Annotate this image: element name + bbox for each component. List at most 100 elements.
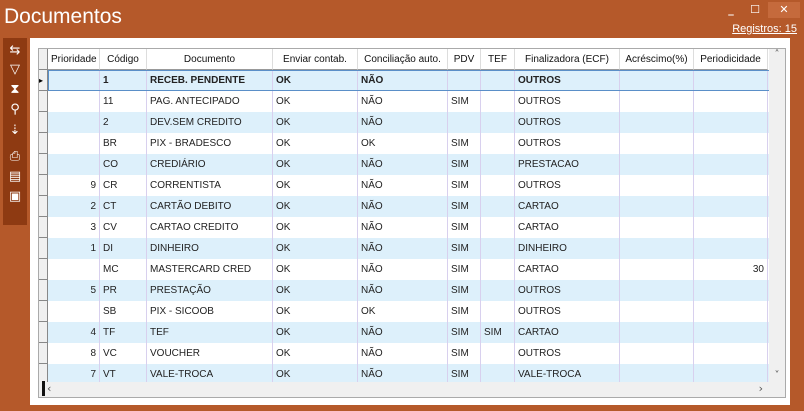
grid-cell[interactable] xyxy=(481,70,515,91)
grid-cell[interactable] xyxy=(620,301,694,322)
grid-cell[interactable]: CR xyxy=(100,175,147,196)
column-header[interactable]: Enviar contab. xyxy=(273,49,358,70)
grid-cell[interactable]: NÃO xyxy=(358,112,448,133)
grid-cell[interactable] xyxy=(694,238,768,259)
grid-cell[interactable] xyxy=(620,238,694,259)
grid-cell[interactable]: NÃO xyxy=(358,196,448,217)
grid-cell[interactable]: SB xyxy=(100,301,147,322)
grid-cell[interactable]: NÃO xyxy=(358,175,448,196)
row-indicator[interactable] xyxy=(39,154,48,175)
grid-cell[interactable]: SIM xyxy=(448,280,481,301)
table-row[interactable]: 1 DI DINHEIRO OK NÃO SIM DINHEIRO xyxy=(39,238,770,259)
grid-cell[interactable]: SIM xyxy=(448,238,481,259)
grid-cell[interactable]: CV xyxy=(100,217,147,238)
report-icon[interactable]: ▤ xyxy=(8,169,22,184)
column-header[interactable]: Prioridade xyxy=(48,49,100,70)
grid-cell[interactable]: 3 xyxy=(48,217,100,238)
row-indicator[interactable] xyxy=(39,343,48,364)
grid-cell[interactable]: 1 xyxy=(100,70,147,91)
maximize-button[interactable]: ☐ xyxy=(750,3,760,16)
table-row[interactable]: 11 PAG. ANTECIPADO OK NÃO SIM OUTROS xyxy=(39,91,770,112)
grid-cell[interactable] xyxy=(694,70,768,91)
grid-cell[interactable]: DINHEIRO xyxy=(515,238,620,259)
grid-cell[interactable]: OK xyxy=(273,217,358,238)
grid-cell[interactable] xyxy=(481,175,515,196)
grid-cell[interactable]: SIM xyxy=(448,343,481,364)
table-row[interactable]: MC MASTERCARD CRED OK NÃO SIM CARTAO 30 xyxy=(39,259,770,280)
grid-cell[interactable]: CARTAO xyxy=(515,196,620,217)
grid-cell[interactable]: PIX - SICOOB xyxy=(147,301,273,322)
grid-cell[interactable] xyxy=(620,175,694,196)
table-row[interactable]: 5 PR PRESTAÇÃO OK NÃO SIM OUTROS xyxy=(39,280,770,301)
column-header[interactable]: Código xyxy=(100,49,147,70)
column-header[interactable]: Finalizadora (ECF) xyxy=(515,49,620,70)
grid-cell[interactable]: OK xyxy=(273,364,358,385)
row-indicator[interactable] xyxy=(39,322,48,343)
table-row[interactable]: 2 CT CARTÃO DEBITO OK NÃO SIM CARTAO xyxy=(39,196,770,217)
grid-cell[interactable]: OK xyxy=(273,91,358,112)
grid-cell[interactable]: VOUCHER xyxy=(147,343,273,364)
grid-cell[interactable]: CARTAO CREDITO xyxy=(147,217,273,238)
row-indicator[interactable] xyxy=(39,49,48,70)
column-header[interactable]: Conciliação auto. xyxy=(358,49,448,70)
grid-cell[interactable] xyxy=(620,280,694,301)
grid-cell[interactable]: VT xyxy=(100,364,147,385)
grid-cell[interactable]: SIM xyxy=(448,196,481,217)
scroll-left-icon[interactable]: ‹ xyxy=(47,382,52,395)
grid-cell[interactable]: OUTROS xyxy=(515,91,620,112)
grid-cell[interactable]: BR xyxy=(100,133,147,154)
grid-cell[interactable]: OK xyxy=(273,196,358,217)
grid-cell[interactable] xyxy=(48,301,100,322)
grid-cell[interactable]: DI xyxy=(100,238,147,259)
column-header[interactable]: TEF xyxy=(481,49,515,70)
grid-cell[interactable]: PRESTAÇÃO xyxy=(147,280,273,301)
grid-cell[interactable]: SIM xyxy=(448,364,481,385)
grid-cell[interactable] xyxy=(48,91,100,112)
grid-cell[interactable] xyxy=(481,133,515,154)
grid-cell[interactable]: SIM xyxy=(448,91,481,112)
grid-cell[interactable]: NÃO xyxy=(358,343,448,364)
grid-cell[interactable]: NÃO xyxy=(358,154,448,175)
grid-cell[interactable]: 4 xyxy=(48,322,100,343)
column-header[interactable]: Periodicidade xyxy=(694,49,768,70)
minimize-button[interactable]: _ xyxy=(728,3,734,16)
row-indicator[interactable] xyxy=(39,196,48,217)
header-row[interactable]: Prioridade Código Documento Enviar contab. C… xyxy=(39,49,770,70)
grid-cell[interactable]: OK xyxy=(273,343,358,364)
grid-cell[interactable]: OK xyxy=(273,280,358,301)
close-button[interactable]: ✕ xyxy=(768,2,800,18)
grid-cell[interactable] xyxy=(620,112,694,133)
table-row[interactable]: 7 VT VALE-TROCA OK NÃO SIM VALE-TROCA xyxy=(39,364,770,385)
grid-cell[interactable] xyxy=(620,217,694,238)
grid-cell[interactable]: TEF xyxy=(147,322,273,343)
grid-cell[interactable]: SIM xyxy=(448,154,481,175)
table-row[interactable]: ▸ 1 RECEB. PENDENTE OK NÃO OUTROS xyxy=(39,70,772,91)
grid-cell[interactable]: SIM xyxy=(448,217,481,238)
grid-cell[interactable] xyxy=(620,322,694,343)
grid-cell[interactable]: OUTROS xyxy=(515,280,620,301)
row-indicator[interactable] xyxy=(39,112,48,133)
grid-cell[interactable]: VALE-TROCA xyxy=(147,364,273,385)
row-indicator[interactable] xyxy=(39,238,48,259)
grid-cell[interactable] xyxy=(48,70,100,91)
grid-cell[interactable]: SIM xyxy=(448,259,481,280)
clear-filter-icon[interactable]: ⧗ xyxy=(10,82,20,97)
records-count-link[interactable]: Registros: 15 xyxy=(732,23,797,35)
grid-cell[interactable]: MASTERCARD CRED xyxy=(147,259,273,280)
grid-cell[interactable] xyxy=(620,70,694,91)
grid-cell[interactable]: 5 xyxy=(48,280,100,301)
search-icon[interactable]: ⚲ xyxy=(10,102,20,117)
grid-cell[interactable]: CARTAO xyxy=(515,259,620,280)
grid-cell[interactable]: OUTROS xyxy=(515,70,620,91)
grid-cell[interactable] xyxy=(481,112,515,133)
grid-cell[interactable]: PIX - BRADESCO xyxy=(147,133,273,154)
table-row[interactable]: 3 CV CARTAO CREDITO OK NÃO SIM CARTAO xyxy=(39,217,770,238)
grid-cell[interactable]: OK xyxy=(273,70,358,91)
grid-cell[interactable] xyxy=(694,217,768,238)
grid-cell[interactable]: 9 xyxy=(48,175,100,196)
grid-cell[interactable] xyxy=(481,154,515,175)
grid-cell[interactable]: 30 xyxy=(694,259,768,280)
table-row[interactable]: 2 DEV.SEM CREDITO OK NÃO OUTROS xyxy=(39,112,770,133)
grid-cell[interactable] xyxy=(481,343,515,364)
grid-cell[interactable]: CARTÃO DEBITO xyxy=(147,196,273,217)
